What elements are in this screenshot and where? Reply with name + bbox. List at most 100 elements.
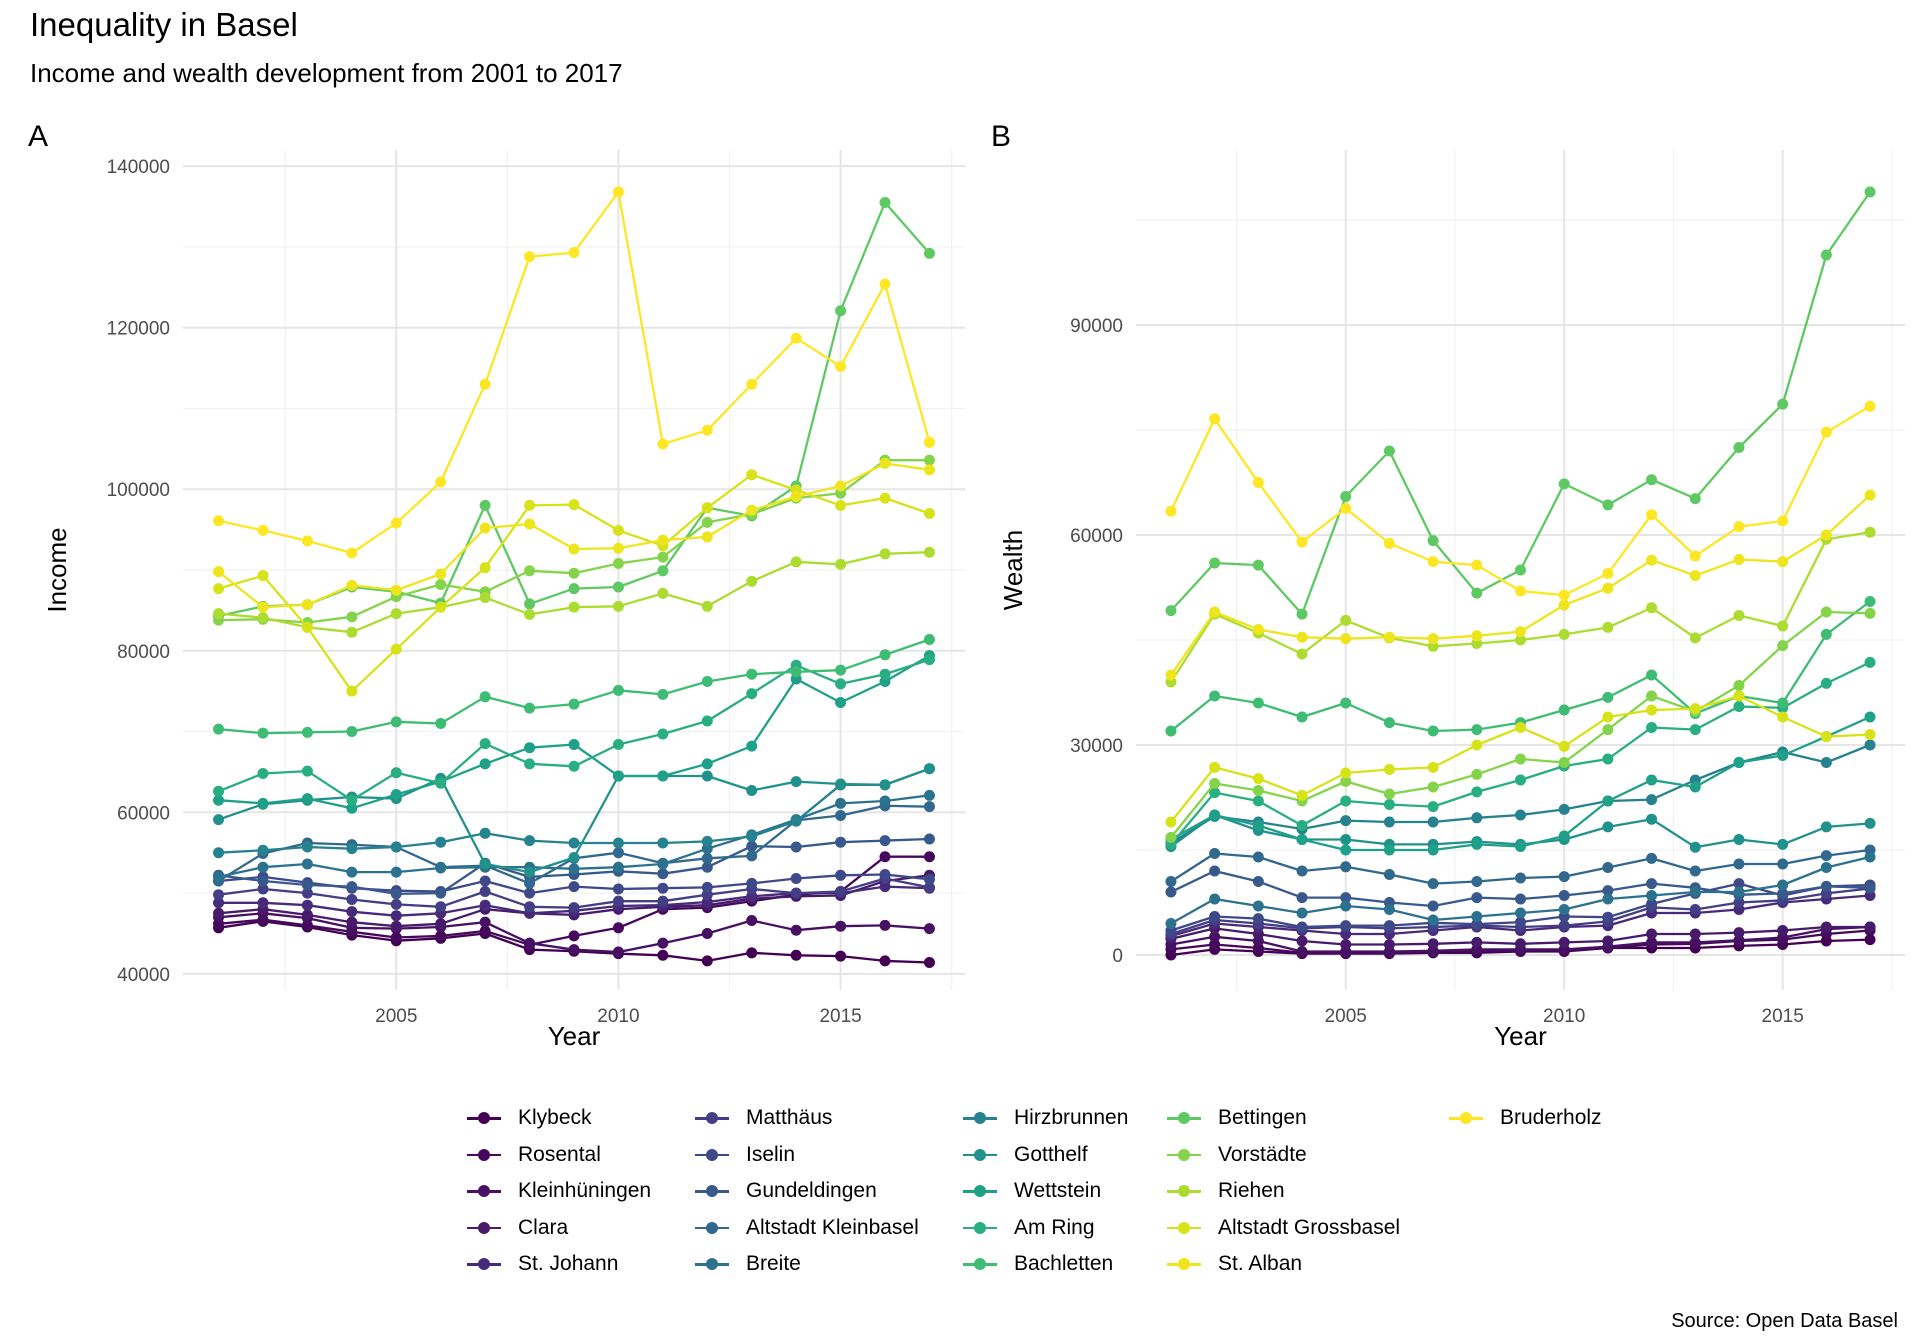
legend-key [466, 1145, 502, 1165]
data-point [1515, 753, 1526, 765]
y-tick-label: 40000 [117, 965, 170, 986]
data-point [879, 457, 891, 469]
data-point [1558, 890, 1570, 901]
data-point [1209, 413, 1221, 425]
legend-key [1166, 1145, 1202, 1165]
data-point [657, 837, 669, 849]
data-point [923, 654, 935, 666]
series-line [1170, 531, 1871, 683]
data-point [1427, 725, 1439, 737]
legend-item: Gundeldingen [694, 1173, 919, 1210]
legend-key-point [974, 1258, 986, 1271]
legend-item: Bachletten [962, 1246, 1128, 1283]
data-point [923, 801, 935, 813]
data-point [1383, 631, 1395, 643]
data-point [1820, 529, 1832, 541]
series-line [218, 658, 930, 802]
data-point [1209, 848, 1221, 859]
data-point [1558, 920, 1570, 932]
data-point [1864, 596, 1876, 607]
series-bruderholz [213, 186, 935, 559]
data-point [1689, 865, 1701, 877]
data-point [1733, 701, 1745, 712]
legend-key-point [1178, 1148, 1190, 1161]
data-point [701, 600, 713, 612]
data-point [568, 698, 580, 710]
x-tick-label: 2010 [597, 1006, 639, 1027]
data-point [790, 949, 802, 961]
data-point [390, 643, 402, 655]
data-point [657, 688, 669, 700]
data-point [879, 919, 891, 931]
data-point [1209, 931, 1221, 943]
data-point [257, 727, 269, 739]
data-point [1820, 850, 1832, 862]
data-point [346, 881, 358, 893]
data-point [1340, 815, 1352, 827]
data-point [346, 916, 358, 928]
data-point [1689, 886, 1701, 898]
legend-label: Matthäus [746, 1106, 833, 1130]
data-point [1689, 936, 1701, 948]
data-point [1515, 938, 1526, 950]
data-point [435, 568, 447, 580]
data-point [1252, 900, 1264, 912]
data-point [1471, 739, 1483, 751]
data-point [701, 927, 713, 939]
data-point [301, 535, 313, 547]
data-point [1252, 913, 1264, 925]
series-bruderholz [1165, 400, 1876, 601]
data-point [612, 895, 624, 907]
data-point [1864, 729, 1876, 740]
data-point [435, 579, 447, 591]
y-tick-label: 90000 [1070, 316, 1123, 337]
data-point [1296, 865, 1308, 877]
data-point [1296, 648, 1308, 660]
legend-key-point [1178, 1112, 1190, 1125]
data-point [1515, 626, 1526, 638]
data-point [435, 601, 447, 613]
legend-key [962, 1145, 998, 1165]
data-point [1427, 633, 1439, 645]
data-point [1733, 554, 1745, 565]
data-point [657, 770, 669, 782]
y-tick-label: 30000 [1070, 736, 1123, 757]
data-point [790, 841, 802, 853]
data-point [301, 858, 313, 870]
data-point [1209, 939, 1221, 950]
data-point [1558, 904, 1570, 915]
data-point [1558, 803, 1570, 815]
legend-key-point [974, 1148, 986, 1161]
data-point [1777, 711, 1789, 723]
data-point [1383, 764, 1395, 775]
y-tick-label: 0 [1112, 946, 1123, 967]
data-point [1427, 535, 1439, 547]
data-point [1165, 886, 1177, 898]
legend-label: Altstadt Grossbasel [1218, 1215, 1401, 1239]
data-point [1646, 704, 1658, 716]
data-point [1165, 918, 1177, 929]
legend-label: Gotthelf [1014, 1142, 1088, 1166]
data-point [835, 480, 847, 492]
data-point [1515, 564, 1526, 576]
data-point [346, 906, 358, 918]
legend-key-point [706, 1112, 718, 1125]
data-point [835, 499, 847, 511]
data-point [1820, 731, 1832, 743]
data-point [1558, 830, 1570, 842]
data-point [1820, 880, 1832, 892]
data-point [524, 499, 536, 511]
x-tick-label: 2015 [819, 1006, 861, 1027]
data-point [524, 598, 536, 610]
data-point [1864, 607, 1876, 619]
data-point [879, 649, 891, 661]
data-point [1296, 711, 1308, 723]
data-point [524, 251, 536, 263]
legend-key-point [974, 1221, 986, 1234]
data-point [1471, 918, 1483, 930]
data-point [746, 469, 758, 481]
data-point [1820, 606, 1832, 618]
data-point [213, 847, 225, 859]
data-point [923, 851, 935, 863]
data-point [301, 841, 313, 853]
